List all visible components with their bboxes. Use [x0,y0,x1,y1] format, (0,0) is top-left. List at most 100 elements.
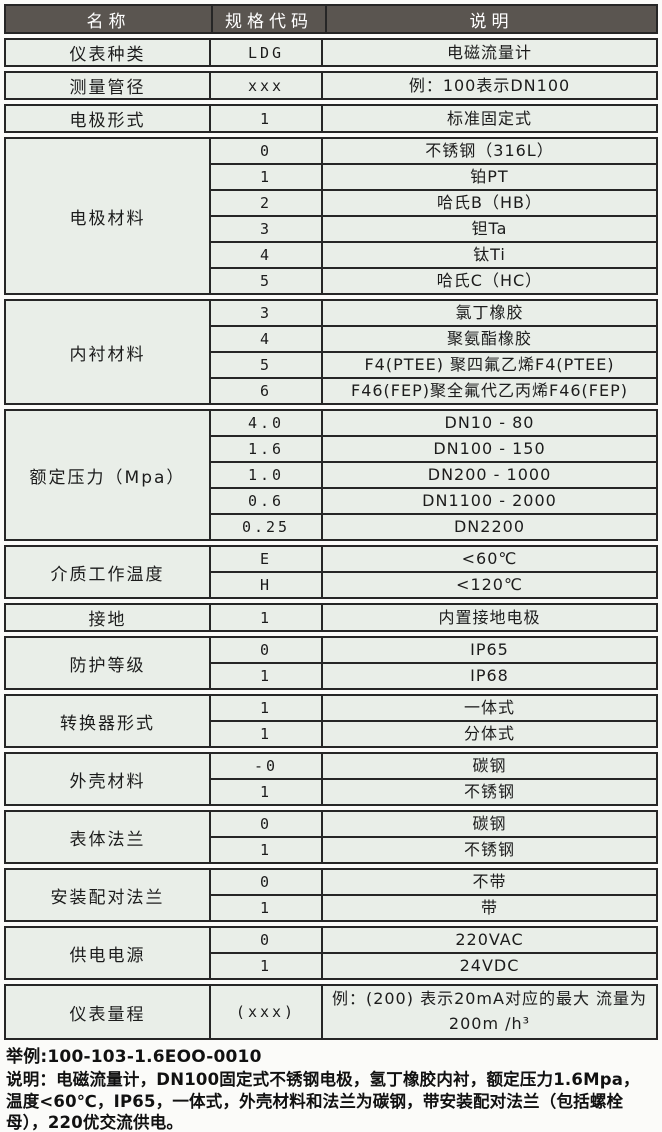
spec-code: xxx [211,73,323,98]
table-row: 1 不锈钢 [211,838,656,862]
spec-group-electrode-material: 电极材料 0 不锈钢（316L） 1 铂PT 2 哈氏B（HB） 3 钽Ta [4,137,658,295]
group-name: 测量管径 [6,73,211,98]
spec-desc: 例：(200) 表示20mA对应的最大 流量为200m /h³ [331,989,648,1033]
spec-desc: 24VDC [459,956,520,976]
spec-desc: 标准固定式 [446,108,532,128]
spec-code: E [211,547,323,571]
spec-desc: 不锈钢 [463,782,515,802]
table-row: xxx 例：100表示DN100 [211,73,656,98]
spec-desc: 不锈钢 [463,840,515,860]
table-row: 1 内置接地电极 [211,605,656,630]
table-row: (xxx) 例：(200) 表示20mA对应的最大 流量为200m /h³ [211,986,656,1038]
group-name: 仪表量程 [6,986,211,1038]
spec-desc: 例：100表示DN100 [408,75,571,95]
spec-desc: 哈氏B（HB） [437,193,542,213]
spec-desc: DN10 - 80 [444,413,535,433]
spec-desc: 分体式 [463,724,515,744]
spec-group-converter-form: 转换器形式 1 一体式 1 分体式 [4,694,658,748]
table-row: E <60℃ [211,547,656,573]
spec-code: 5 [211,353,323,377]
table-row: 0 不锈钢（316L） [211,139,656,165]
spec-group-protection-rating: 防护等级 0 IP65 1 IP68 [4,636,658,690]
spec-desc: 一体式 [463,698,515,718]
table-row: 1.6 DN100 - 150 [211,437,656,463]
spec-desc: DN200 - 1000 [427,465,552,485]
spec-code: (xxx) [211,986,323,1038]
spec-desc: IP68 [470,666,509,686]
spec-group-housing-material: 外壳材料 -0 碳钢 1 不锈钢 [4,752,658,806]
spec-table: 名称 规格代码 说明 仪表种类 LDG 电磁流量计 测量管径 xxx 例：100… [4,4,658,1040]
spec-code: 1 [211,605,323,630]
group-name: 防护等级 [6,638,211,688]
table-row: 5 哈氏C（HC） [211,269,656,293]
spec-code: 5 [211,269,323,293]
spec-desc: 不锈钢（316L） [425,141,554,161]
group-name: 内衬材料 [6,301,211,403]
spec-code: 0.25 [211,515,323,539]
spec-code: 1.6 [211,437,323,461]
table-row: 1 IP68 [211,664,656,688]
spec-desc: <60℃ [461,549,518,569]
spec-code: 0 [211,812,323,836]
order-example-line: 举例:100-103-1.6EOO-0010 [6,1047,262,1067]
spec-group-rated-pressure: 额定压力（Mpa） 4.0 DN10 - 80 1.6 DN100 - 150 … [4,409,658,541]
header-code-column: 规格代码 [213,6,327,32]
table-row: 0 不带 [211,870,656,896]
order-example-explanation: 说明：电磁流量计，DN100固定式不锈钢电极，氢丁橡胶内衬，额定压力1.6Mpa… [6,1069,640,1132]
table-row: 1 铂PT [211,165,656,191]
spec-code: 1.0 [211,463,323,487]
spec-desc: 电磁流量计 [446,42,532,62]
footer-notes: 举例:100-103-1.6EOO-0010 说明：电磁流量计，DN100固定式… [4,1046,658,1132]
spec-code: 3 [211,217,323,241]
spec-code: 4 [211,327,323,351]
spec-desc: 带 [480,898,498,918]
spec-group-grounding: 接地 1 内置接地电极 [4,603,658,632]
table-row: 1 不锈钢 [211,780,656,804]
header-name-column: 名称 [6,6,213,32]
spec-desc: F46(FEP)聚全氟代乙丙烯F46(FEP) [350,381,629,401]
table-row: 6 F46(FEP)聚全氟代乙丙烯F46(FEP) [211,379,656,403]
table-row: 3 钽Ta [211,217,656,243]
table-row: 0 220VAC [211,928,656,954]
group-name: 额定压力（Mpa） [6,411,211,539]
table-row: 1 一体式 [211,696,656,722]
spec-code: 0 [211,870,323,894]
spec-code: LDG [211,40,323,65]
spec-group-power-supply: 供电电源 0 220VAC 1 24VDC [4,926,658,980]
spec-code: 0.6 [211,489,323,513]
spec-group-instrument-type: 仪表种类 LDG 电磁流量计 [4,38,658,67]
spec-group-instrument-range: 仪表量程 (xxx) 例：(200) 表示20mA对应的最大 流量为200m /… [4,984,658,1040]
spec-desc: 钽Ta [471,219,508,239]
group-name: 电极形式 [6,106,211,131]
spec-code: 0 [211,139,323,163]
table-header-row: 名称 规格代码 说明 [4,4,658,34]
table-row: 0 IP65 [211,638,656,664]
spec-desc: DN1100 - 2000 [422,491,557,511]
spec-desc: DN100 - 150 [433,439,546,459]
table-row: 0 碳钢 [211,812,656,838]
spec-code: 1 [211,838,323,862]
spec-group-pipe-diameter: 测量管径 xxx 例：100表示DN100 [4,71,658,100]
table-row: 3 氯丁橡胶 [211,301,656,327]
group-name: 转换器形式 [6,696,211,746]
spec-code: 1 [211,696,323,720]
spec-code: 4.0 [211,411,323,435]
table-row: 2 哈氏B（HB） [211,191,656,217]
spec-desc: 碳钢 [472,756,507,776]
spec-code: 1 [211,780,323,804]
spec-group-electrode-form: 电极形式 1 标准固定式 [4,104,658,133]
spec-desc: <120℃ [456,575,523,595]
spec-code: 1 [211,896,323,920]
group-name: 电极材料 [6,139,211,293]
spec-desc: F4(PTEE) 聚四氟乙烯F4(PTEE) [364,355,615,375]
spec-code: 0 [211,638,323,662]
spec-desc: 铂PT [470,167,509,187]
spec-code: 1 [211,954,323,978]
spec-desc: 氯丁橡胶 [455,303,524,323]
spec-desc: 碳钢 [472,814,507,834]
table-row: H <120℃ [211,573,656,597]
spec-desc: 不带 [472,872,507,892]
spec-code: 1 [211,664,323,688]
group-name: 表体法兰 [6,812,211,862]
